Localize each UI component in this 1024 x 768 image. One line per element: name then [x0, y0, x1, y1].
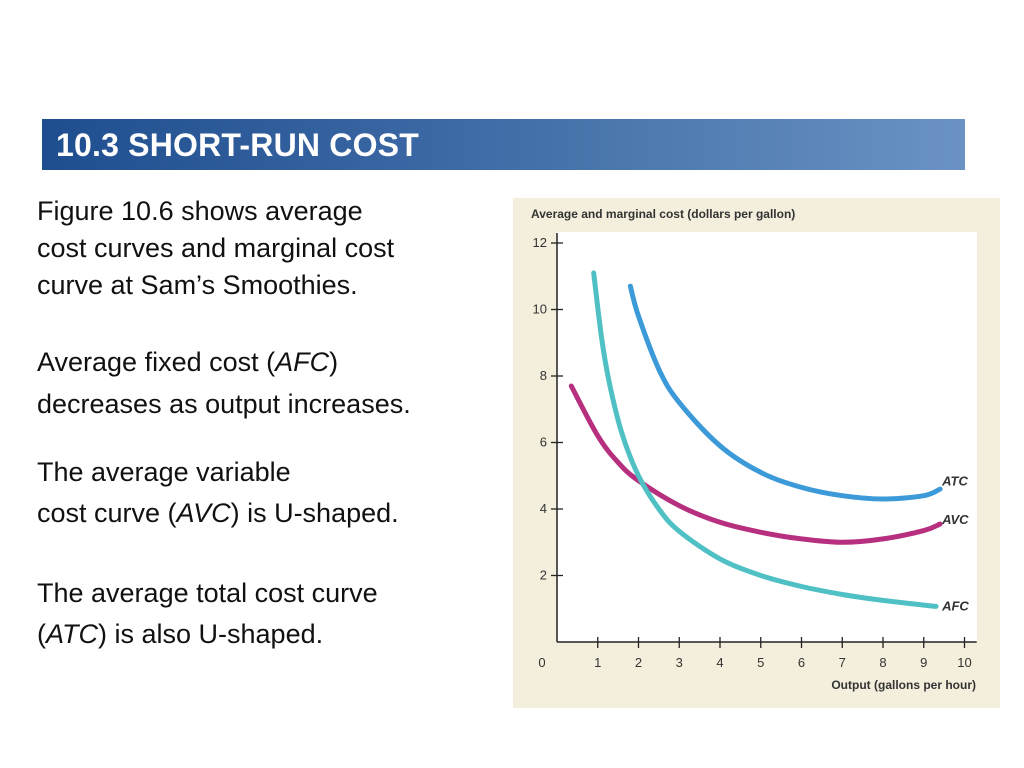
y-tick-label: 2	[540, 568, 547, 583]
atc-curve-label: ATC	[941, 474, 968, 489]
text-line: decreases as output increases.	[37, 383, 517, 425]
x-tick-label: 2	[635, 655, 642, 670]
text-line: cost curve (AVC) is U-shaped.	[37, 493, 507, 534]
text-run: (	[37, 619, 46, 649]
avc-curve-label: AVC	[941, 512, 969, 527]
x-tick-label: 1	[594, 655, 601, 670]
x-tick-label: 8	[879, 655, 886, 670]
title-bar: 10.3 SHORT-RUN COST	[42, 119, 965, 170]
x-tick-label: 5	[757, 655, 764, 670]
text-line: cost curves and marginal cost	[37, 230, 507, 267]
curves: ATC AVC AFC	[568, 270, 969, 613]
x-tick-label: 7	[839, 655, 846, 670]
text-run: cost curve (	[37, 498, 177, 528]
x-tick-label: 3	[676, 655, 683, 670]
origin-label: 0	[538, 655, 545, 670]
text-line: The average total cost curve	[37, 573, 507, 614]
y-axis-label: Average and marginal cost (dollars per g…	[531, 207, 795, 221]
paragraph-afc: Average fixed cost (AFC) decreases as out…	[37, 341, 517, 425]
text-run: The average variable	[37, 457, 291, 487]
text-run: ) is also U-shaped.	[98, 619, 324, 649]
italic-term: AFC	[275, 347, 330, 377]
text-run: The average total cost curve	[37, 578, 378, 608]
text-line: Average fixed cost (AFC)	[37, 341, 517, 383]
italic-term: ATC	[46, 619, 98, 649]
text-run: cost curves and marginal cost	[37, 233, 395, 263]
text-line: curve at Sam’s Smoothies.	[37, 267, 507, 304]
avc-curve	[568, 383, 943, 545]
y-tick-label: 6	[540, 435, 547, 450]
paragraph-avc: The average variable cost curve (AVC) is …	[37, 452, 507, 534]
chart-panel: Average and marginal cost (dollars per g…	[513, 198, 1000, 708]
y-tick-label: 12	[533, 235, 547, 250]
text-run: decreases as output increases.	[37, 389, 411, 419]
y-tick-label: 10	[533, 302, 547, 317]
italic-term: AVC	[176, 498, 231, 528]
cost-curves-chart: Average and marginal cost (dollars per g…	[513, 198, 1000, 708]
text-run: curve at Sam’s Smoothies.	[37, 270, 358, 300]
x-tick-label: 4	[716, 655, 723, 670]
text-run: Figure 10.6 shows average	[37, 196, 363, 226]
y-tick-label: 8	[540, 368, 547, 383]
x-tick-label: 9	[920, 655, 927, 670]
y-tick-label: 4	[540, 501, 547, 516]
paragraph-atc: The average total cost curve (ATC) is als…	[37, 573, 507, 655]
afc-curve	[591, 270, 939, 609]
text-line: The average variable	[37, 452, 507, 493]
x-tick-label: 6	[798, 655, 805, 670]
plot-area	[557, 232, 977, 642]
paragraph-figure-intro: Figure 10.6 shows average cost curves and…	[37, 193, 507, 304]
text-run: Average fixed cost (	[37, 347, 276, 377]
slide-title: 10.3 SHORT-RUN COST	[56, 127, 419, 163]
text-line: Figure 10.6 shows average	[37, 193, 507, 230]
x-tick-label: 10	[957, 655, 971, 670]
text-line: (ATC) is also U-shaped.	[37, 614, 507, 655]
text-run: )	[329, 347, 339, 377]
text-run: ) is U-shaped.	[230, 498, 399, 528]
atc-curve	[627, 283, 943, 502]
afc-curve-label: AFC	[941, 598, 969, 613]
x-axis-label: Output (gallons per hour)	[831, 678, 976, 692]
